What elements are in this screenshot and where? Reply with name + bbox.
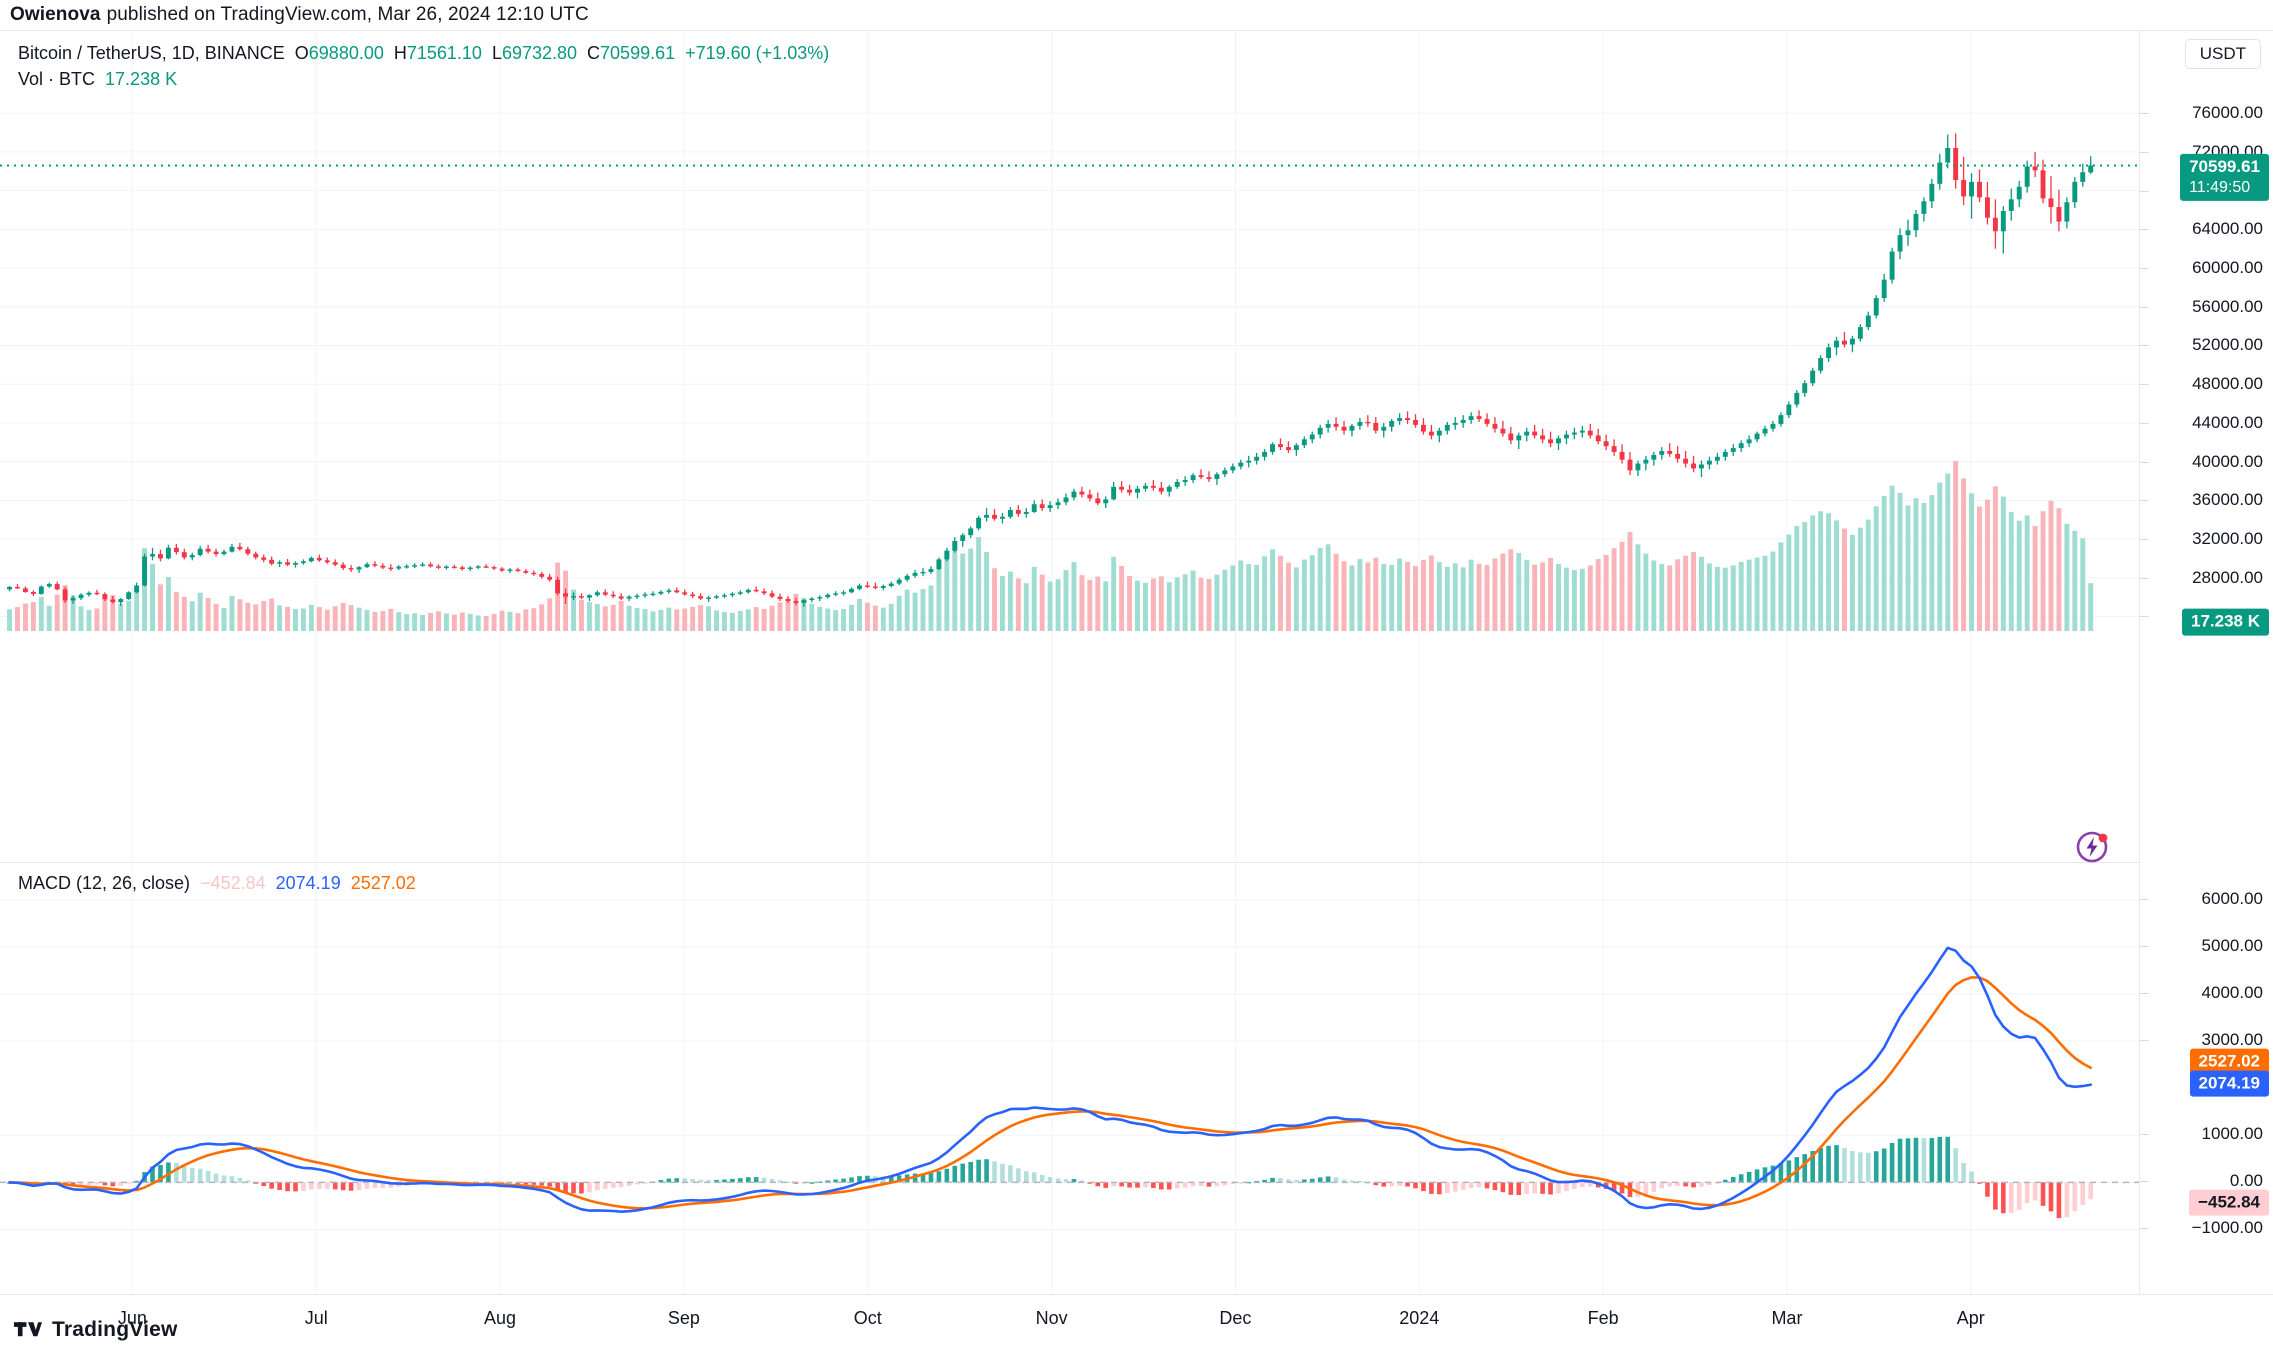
attribution-text: published on TradingView.com, Mar 26, 20… [106, 4, 589, 25]
chart-frame: Bitcoin / TetherUS, 1D, BINANCE O69880.00… [0, 30, 2273, 1328]
legend-high-value: 71561.10 [406, 43, 482, 63]
macd-signal-value: 2527.02 [350, 873, 416, 893]
time-tick-2024: 2024 [1399, 1308, 1440, 1328]
axis-tick-mark [2140, 898, 2149, 900]
time-tick-Mar: Mar [1771, 1308, 1803, 1328]
axis-tick-mark [2140, 345, 2149, 347]
axis-tick-mark [2140, 945, 2149, 947]
time-tick-Jun: Jun [117, 1308, 147, 1328]
axis-tick-mark [2140, 1181, 2149, 1183]
time-tick-Dec: Dec [1219, 1308, 1252, 1328]
price-tick-28000: 28000.00 [2192, 567, 2263, 587]
axis-tick-mark [2140, 151, 2149, 153]
price-tick-48000: 48000.00 [2192, 374, 2263, 394]
macd-tick-4000: 4000.00 [2201, 983, 2263, 1002]
macd-tick-3000: 3000.00 [2201, 1030, 2263, 1050]
price-tick-44000: 44000.00 [2192, 412, 2263, 432]
price-pane[interactable]: Bitcoin / TetherUS, 1D, BINANCE O69880.00… [0, 31, 2140, 861]
legend-low-value: 69732.80 [501, 43, 578, 63]
legend-symbol[interactable]: Bitcoin / TetherUS, 1D, BINANCE [18, 43, 285, 63]
legend-high-label: H [393, 43, 407, 63]
axis-tick-mark [2140, 1040, 2149, 1042]
time-tick-Sep: Sep [667, 1308, 700, 1328]
axis-tick-mark [2140, 539, 2149, 541]
time-tick-Aug: Aug [484, 1308, 517, 1328]
axis-tick-mark [2140, 229, 2149, 231]
legend-open-value: 69880.00 [308, 43, 384, 63]
macd-tick-5000: 5000.00 [2201, 935, 2263, 955]
currency-badge[interactable]: USDT [2184, 39, 2261, 69]
macd-line-value: 2074.19 [275, 873, 341, 893]
macd-legend-title[interactable]: MACD (12, 26, close) [18, 873, 191, 893]
legend-low-label: L [491, 43, 502, 63]
axis-tick-mark [2140, 268, 2149, 270]
axis-tick-mark [2140, 384, 2149, 386]
last-price-badge[interactable]: 70599.61 11:49:50 [2180, 154, 2269, 201]
axis-tick-mark [2140, 577, 2149, 579]
axis-tick-mark [2140, 993, 2149, 994]
legend-close-label: C [587, 43, 601, 63]
axis-tick-mark [2140, 616, 2149, 618]
price-tick-60000: 60000.00 [2192, 258, 2263, 278]
time-tick-Feb: Feb [1587, 1308, 1619, 1328]
author-name: Owienova [10, 4, 101, 25]
macd-pane[interactable]: MACD (12, 26, close) −452.84 2074.19 2527.0… [0, 862, 2140, 1295]
axis-tick-mark [2140, 500, 2149, 502]
price-legend: Bitcoin / TetherUS, 1D, BINANCE O69880.00… [18, 43, 829, 64]
time-tick-Oct: Oct [853, 1308, 882, 1328]
price-tick-52000: 52000.00 [2192, 335, 2263, 355]
axis-tick-mark [2140, 461, 2149, 463]
time-tick-Apr: Apr [1956, 1308, 1985, 1328]
axis-tick-mark [2140, 1228, 2149, 1230]
lightning-bolt-icon[interactable] [2073, 826, 2113, 866]
macd-line-badge[interactable]: 2074.19 [2189, 1070, 2269, 1098]
price-tick-64000: 64000.00 [2192, 219, 2263, 239]
axis-tick-mark [2140, 113, 2149, 115]
tradingview-brand: TradingView [52, 1318, 178, 1341]
volume-value-badge[interactable]: 17.238 K [2182, 608, 2269, 636]
volume-legend-value: 17.238 K [105, 69, 178, 89]
footer: TradingView [0, 1309, 2273, 1351]
axis-tick-mark [2140, 422, 2149, 424]
time-tick-Jul: Jul [304, 1308, 328, 1328]
price-tick-40000: 40000.00 [2192, 451, 2263, 471]
legend-change-value: +719.60 (+1.03%) [685, 43, 830, 63]
legend-close-value: 70599.61 [600, 43, 676, 63]
tradingview-logo-icon [14, 1320, 42, 1340]
price-tick-32000: 32000.00 [2192, 529, 2263, 549]
axis-tick-mark [2140, 190, 2149, 192]
macd-indicator-chart [0, 863, 2140, 1295]
macd-tick-0: 0.00 [2229, 1171, 2263, 1191]
legend-open-label: O [294, 43, 309, 63]
price-tick-56000: 56000.00 [2192, 296, 2263, 316]
macd-legend: MACD (12, 26, close) −452.84 2074.19 2527.0… [18, 873, 416, 894]
price-candlestick-chart [0, 31, 2140, 861]
volume-legend: Vol · BTC 17.238 K [18, 69, 177, 90]
macd-tick-1000: 1000.00 [2201, 1124, 2263, 1144]
axis-tick-mark [2140, 1134, 2149, 1136]
macd-tick--1000: −1000.00 [2191, 1218, 2263, 1238]
price-axis[interactable]: USDT 76000.0072000.0068000.0064000.00600… [2139, 31, 2273, 1294]
time-tick-Nov: Nov [1035, 1308, 1068, 1328]
macd-hist-value: −452.84 [200, 873, 266, 893]
time-axis[interactable]: Jun Jul Aug Sep Oct Nov Dec 2024 Feb Mar Apr [0, 1294, 2273, 1341]
volume-legend-title[interactable]: Vol · BTC [18, 69, 96, 89]
price-tick-36000: 36000.00 [2192, 490, 2263, 510]
attribution-bar: Owienova published on TradingView.com, M… [0, 0, 2273, 30]
axis-tick-mark [2140, 306, 2149, 308]
macd-hist-badge[interactable]: −452.84 [2189, 1189, 2269, 1217]
macd-tick-6000: 6000.00 [2201, 888, 2263, 908]
price-tick-76000: 76000.00 [2192, 103, 2263, 123]
